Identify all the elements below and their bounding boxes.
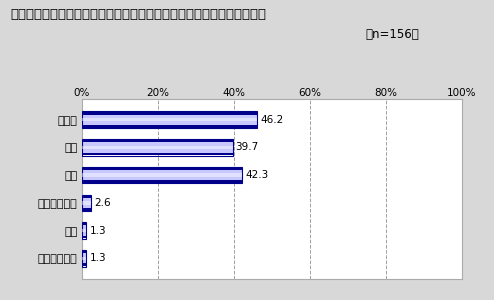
Bar (82, 139, 233, 156)
Text: （n=156）: （n=156） (366, 28, 419, 41)
Bar (82, 194, 91, 211)
Bar (82, 140, 233, 142)
Bar (82, 250, 86, 266)
Text: 39.7: 39.7 (236, 142, 259, 152)
Bar (82, 167, 243, 170)
Bar (82, 201, 91, 205)
Bar (82, 112, 257, 115)
Bar (82, 223, 86, 226)
Bar (82, 124, 257, 128)
Bar (82, 115, 257, 125)
Bar (82, 208, 91, 211)
Bar (82, 225, 86, 236)
Bar (82, 256, 86, 260)
Bar (82, 263, 86, 266)
Bar (82, 146, 233, 149)
Bar (82, 236, 86, 238)
Bar (82, 173, 243, 177)
Text: 42.3: 42.3 (246, 170, 269, 180)
Bar (82, 198, 91, 208)
Bar (82, 142, 233, 153)
Bar (82, 222, 86, 239)
Bar (82, 250, 86, 254)
Bar (82, 180, 243, 183)
Bar (82, 229, 86, 232)
Text: 東京ディズニーリゾートに宿泊する際は、誰と行くことが多いですか？: 東京ディズニーリゾートに宿泊する際は、誰と行くことが多いですか？ (10, 8, 266, 20)
Bar (82, 167, 243, 184)
Bar (82, 112, 257, 128)
Text: 1.3: 1.3 (89, 253, 106, 263)
Bar (82, 195, 91, 198)
Bar (82, 152, 233, 155)
Bar (82, 118, 257, 122)
Text: 2.6: 2.6 (94, 198, 111, 208)
Text: 46.2: 46.2 (260, 115, 284, 125)
Bar (82, 253, 86, 263)
Bar (82, 170, 243, 180)
Text: 1.3: 1.3 (89, 226, 106, 236)
